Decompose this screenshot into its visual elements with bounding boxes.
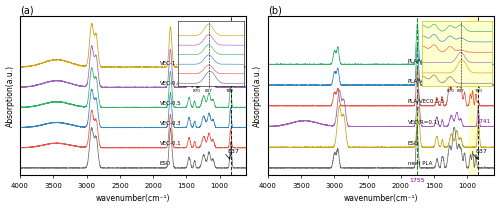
Text: VEC-0.1: VEC-0.1: [160, 141, 182, 146]
Text: PLA/VEC0.5-5: PLA/VEC0.5-5: [408, 79, 445, 84]
Text: ESO: ESO: [408, 141, 418, 146]
Text: VEC-0.5: VEC-0.5: [160, 101, 182, 106]
X-axis label: wavenumber(cm⁻¹): wavenumber(cm⁻¹): [344, 194, 418, 203]
Text: VEC-1.1: VEC-1.1: [160, 61, 182, 66]
Text: ESO: ESO: [160, 161, 171, 166]
Text: (a): (a): [20, 6, 34, 15]
Text: 837: 837: [228, 149, 240, 154]
Text: neat PLA: neat PLA: [408, 161, 432, 166]
Y-axis label: Absorption(a.u.): Absorption(a.u.): [6, 65, 15, 127]
Text: 1741: 1741: [476, 119, 490, 124]
Bar: [468, 16, 476, 175]
Text: 837: 837: [476, 149, 488, 154]
Y-axis label: Absorption(a.u.): Absorption(a.u.): [254, 65, 262, 127]
Text: (b): (b): [268, 6, 281, 15]
Text: VEC-0.8: VEC-0.8: [160, 80, 182, 85]
Text: 1755: 1755: [410, 178, 425, 183]
Text: PLA/VEC1.1-5: PLA/VEC1.1-5: [408, 58, 445, 63]
Text: VEC-0.3: VEC-0.3: [160, 121, 182, 126]
X-axis label: wavenumber(cm⁻¹): wavenumber(cm⁻¹): [96, 194, 170, 203]
Text: PLA/VEC0.1-5: PLA/VEC0.1-5: [408, 99, 445, 104]
Text: VEC(R=0.1): VEC(R=0.1): [408, 120, 440, 125]
